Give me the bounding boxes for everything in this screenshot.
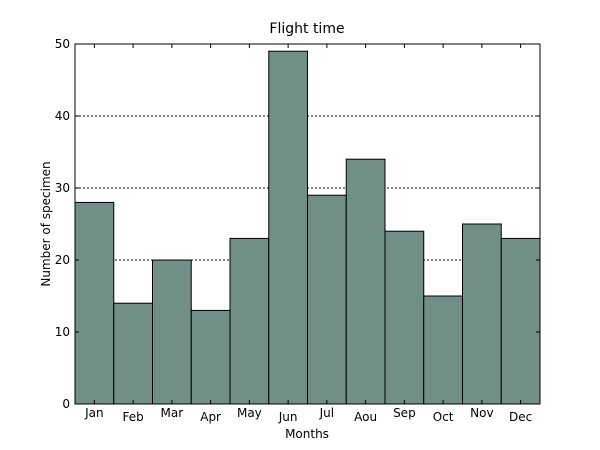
bar-mar xyxy=(152,259,192,405)
x-tick-label: Sep xyxy=(393,406,416,420)
bar-jun xyxy=(268,50,308,405)
x-axis-ticks: Jan Feb Mar Apr May Jun Jul Aou Sep Oct Nov Dec xyxy=(84,44,532,424)
bar-oct xyxy=(423,295,463,405)
chart-title: Flight time xyxy=(269,21,344,37)
y-axis-ticks: 0 10 20 30 40 50 xyxy=(55,37,540,411)
bar-apr xyxy=(190,309,231,405)
bar-may xyxy=(229,237,270,405)
bar-jan xyxy=(74,201,115,405)
y-tick-label: 20 xyxy=(55,253,70,267)
x-tick-label: Aou xyxy=(354,410,377,424)
x-tick-label: Dec xyxy=(509,410,532,424)
bar-sep xyxy=(384,230,425,405)
y-tick-label: 40 xyxy=(55,109,70,123)
bar-dec xyxy=(500,237,541,405)
x-tick-label: Oct xyxy=(433,410,454,424)
bar-feb xyxy=(113,302,153,405)
bar-aou xyxy=(345,158,386,405)
bar-jul xyxy=(307,194,347,405)
bars xyxy=(74,50,541,405)
x-tick-label: Jul xyxy=(319,406,334,420)
y-tick-label: 30 xyxy=(55,181,70,195)
x-axis-label: Months xyxy=(285,427,329,441)
y-tick-label: 10 xyxy=(55,325,70,339)
plot-frame xyxy=(74,43,541,405)
y-tick-label: 0 xyxy=(62,397,70,411)
x-tick-label: Feb xyxy=(123,410,144,424)
x-tick-label: Mar xyxy=(161,406,184,420)
x-tick-label: Apr xyxy=(200,410,221,424)
y-tick-label: 50 xyxy=(55,37,70,51)
x-tick-label: Jun xyxy=(278,410,298,424)
x-tick-label: May xyxy=(237,406,262,420)
x-tick-label: Nov xyxy=(470,406,493,420)
y-axis-label: Number of specimen xyxy=(39,161,53,286)
x-tick-label: Jan xyxy=(84,406,104,420)
bar-nov xyxy=(462,223,502,405)
